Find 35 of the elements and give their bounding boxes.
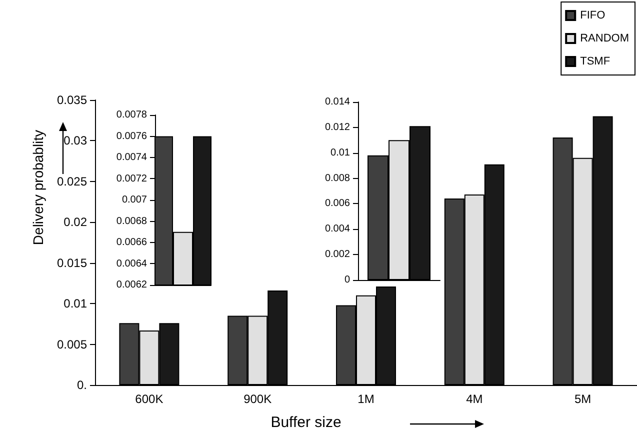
y-tick-label: 0.014 [324, 96, 350, 108]
y-tick-label: 0.025 [56, 174, 88, 188]
y-tick-label: 0.006 [324, 198, 350, 210]
y-tick-label: 0.007 [122, 194, 148, 206]
y-tick-label: 0.008 [324, 172, 350, 184]
y-tick-label: 0.01 [330, 147, 350, 158]
legend-label: TSMF [580, 56, 610, 68]
x-tick-label: 900K [244, 392, 272, 406]
y-tick-label: 0. [76, 378, 87, 392]
y-tick-label: 0.0074 [116, 152, 148, 163]
legend-label: FIFO [580, 10, 606, 22]
y-tick-label: 0.0064 [116, 258, 148, 270]
y-tick-label: 0.0072 [116, 173, 148, 184]
x-tick-label: 4M [466, 392, 483, 406]
y-tick-label: 0.002 [324, 249, 350, 260]
y-tick-label: 0.015 [56, 256, 88, 270]
y-tick-label: 0.0068 [116, 216, 148, 227]
y-tick-label: 0.03 [64, 134, 88, 148]
x-tick-label: 600K [135, 392, 164, 406]
y-tick-label: 0.0078 [116, 110, 148, 120]
y-tick-label: 0.0062 [116, 280, 148, 290]
x-tick-label: 5M [574, 392, 592, 406]
y-tick-label: 0.0076 [116, 130, 148, 142]
y-tick-label: 0.0066 [116, 237, 148, 248]
y-tick-label: 0.02 [64, 215, 88, 230]
y-tick-label: 0.004 [324, 224, 350, 235]
y-tick-label: 0.005 [56, 337, 88, 352]
y-tick-label: 0.01 [64, 296, 88, 311]
y-axis-title: Delivery probablity [30, 130, 46, 246]
legend-label: RANDOM [580, 32, 630, 44]
x-tick-label: 1M [358, 392, 374, 406]
y-tick-label: 0 [344, 274, 350, 286]
y-tick-label: 0.012 [324, 122, 350, 133]
x-axis-title: Buffer size [270, 414, 342, 431]
y-tick-label: 0.035 [56, 93, 88, 107]
